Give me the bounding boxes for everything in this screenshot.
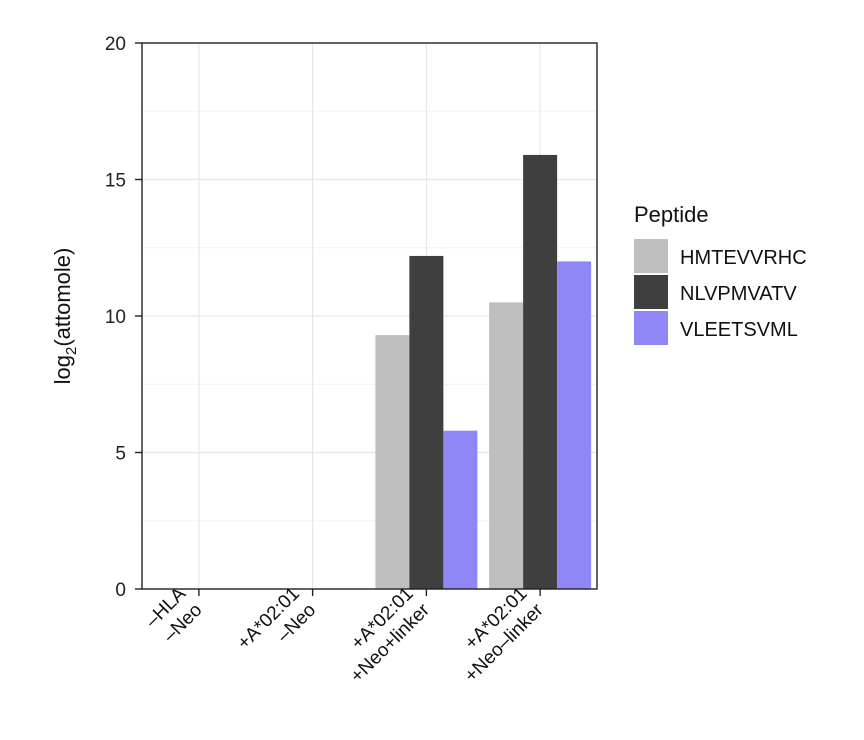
legend-swatch-hmtevvrhc	[634, 239, 668, 273]
legend-label-hmtevvrhc: HMTEVVRHC	[680, 247, 807, 269]
legend-title: Peptide	[634, 202, 709, 227]
y-axis-title-rest: (attomole)	[50, 248, 75, 347]
x-axis: –HLA–Neo +A*02:01–Neo +A*02:01+Neo+linker +…	[142, 583, 548, 687]
y-axis-title-main: log	[50, 355, 75, 384]
bar-nlvpmvatv	[523, 154, 558, 589]
y-axis-title: log2(attomole)	[50, 248, 80, 385]
bars	[375, 154, 592, 589]
legend-swatch-vleetsvml	[634, 311, 668, 345]
x-tick-label: –HLA–Neo	[142, 583, 207, 648]
legend-label-nlvpmvatv: NLVPMVATV	[680, 283, 797, 305]
bar-vleetsvml	[557, 261, 592, 589]
y-tick-label: 0	[115, 580, 126, 601]
legend: Peptide HMTEVVRHC NLVPMVATV VLEETSVML	[634, 202, 807, 345]
bar-hmtevvrhc	[489, 302, 524, 589]
y-tick-label: 5	[115, 444, 126, 465]
bar-hmtevvrhc	[375, 335, 410, 589]
legend-swatch-nlvpmvatv	[634, 275, 668, 309]
x-tick-label: +A*02:01–Neo	[233, 583, 320, 670]
y-tick-label: 20	[105, 34, 126, 55]
bar-nlvpmvatv	[409, 255, 444, 589]
x-tick-label: +A*02:01+Neo–linker	[444, 583, 548, 687]
bar-vleetsvml	[443, 430, 478, 589]
y-tick-label: 10	[105, 307, 126, 328]
legend-label-vleetsvml: VLEETSVML	[680, 319, 798, 341]
y-axis-title-subscript: 2	[63, 347, 80, 355]
y-tick-label: 15	[105, 171, 126, 192]
x-tick-label: +A*02:01+Neo+linker	[330, 583, 434, 687]
y-axis: 0 5 10 15 20	[105, 34, 142, 601]
